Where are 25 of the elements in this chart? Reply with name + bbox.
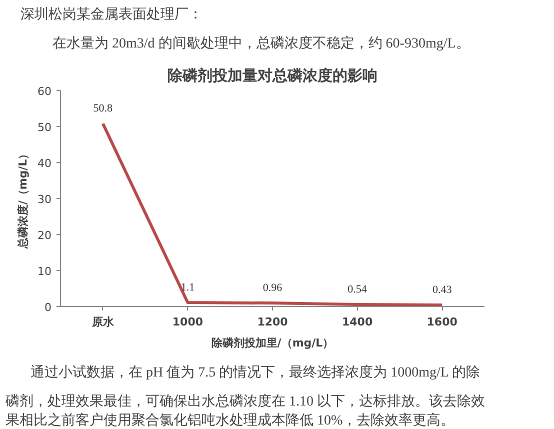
text: 在水量为 20m3/d 的间歇处理中，总磷浓度不稳定，约 60-930mg/L。 xyxy=(52,36,470,52)
x-axis-title: 除磷剂投加里/（mg/L） xyxy=(211,336,334,350)
y-tick-label: 20 xyxy=(38,229,52,242)
data-label: 0.43 xyxy=(432,284,452,296)
text: 通过小试数据，在 pH 值为 7.5 的情况下，最终选择浓度为 1000mg/L 的除 xyxy=(30,364,480,380)
data-label: 0.96 xyxy=(262,282,283,294)
y-tick-label: 40 xyxy=(38,157,52,170)
x-tick-label: 原水 xyxy=(90,316,115,328)
data-label: 50.8 xyxy=(93,102,114,115)
text: 磷剂，处理效果最佳，可确保出水总磷浓度在 1.10 以下，达标排放。该去除效 xyxy=(4,394,485,410)
x-tick-label: 1000 xyxy=(172,316,204,328)
x-tick-label: 1200 xyxy=(257,316,288,328)
y-axis-title: 总磷浓度/（mg/L） xyxy=(16,148,30,250)
data-label: 0.54 xyxy=(348,284,368,296)
y-tick-label: 50 xyxy=(38,121,52,134)
y-tick-label: 10 xyxy=(38,265,52,278)
y-tick-label: 30 xyxy=(38,193,52,206)
data-label: 1.1 xyxy=(180,282,195,294)
y-tick-label: 60 xyxy=(38,85,52,98)
y-tick-label: 0 xyxy=(44,301,52,314)
x-tick-label: 1600 xyxy=(426,316,458,328)
text: 果相比之前客户使用聚合氯化铝吨水处理成本降低 10%，去除效率更高。 xyxy=(6,412,455,428)
chart-title: 除磷剂投加量对总磷浓度的影响 xyxy=(168,66,378,84)
text: 深圳松岗某金属表面处理厂： xyxy=(20,6,202,22)
x-tick-label: 1400 xyxy=(342,316,373,328)
